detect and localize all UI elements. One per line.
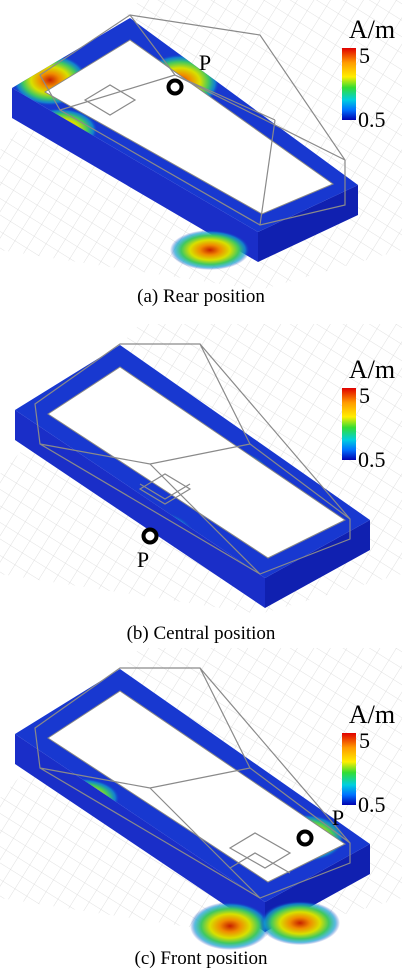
colorbar-unit: A/m: [349, 355, 395, 384]
field-hotspot: [190, 902, 270, 950]
point-marker: [144, 530, 157, 543]
caption: (a) Rear position: [137, 286, 265, 307]
colorbar-min: 0.5: [358, 447, 386, 472]
field-hotspot: [170, 230, 250, 270]
colorbar-unit: A/m: [349, 15, 395, 44]
colorbar-min: 0.5: [358, 107, 386, 132]
colorbar-min: 0.5: [358, 792, 386, 817]
panel: P A/m5 0.5 (c) Front position: [0, 648, 402, 969]
colorbar-unit: A/m: [349, 700, 395, 729]
field-hotspot: [260, 901, 340, 945]
point-marker: [169, 81, 182, 94]
colorbar: [342, 733, 356, 805]
caption: (b) Central position: [127, 623, 276, 644]
point-marker: [299, 832, 312, 845]
colorbar-max: 5: [359, 43, 370, 68]
colorbar-max: 5: [359, 728, 370, 753]
panel: P A/m5 0.5 (a) Rear position: [0, 0, 402, 307]
colorbar-max: 5: [359, 383, 370, 408]
marker-label: P: [332, 805, 344, 830]
panel: P A/m5 0.5 (b) Central position: [0, 324, 402, 644]
marker-label: P: [199, 50, 211, 75]
colorbar: [342, 48, 356, 120]
marker-label: P: [137, 547, 149, 572]
figure: PA/m50.5(a) Rear positionPA/m50.5(b) Cen…: [0, 0, 402, 972]
caption: (c) Front position: [135, 948, 268, 969]
colorbar: [342, 388, 356, 460]
